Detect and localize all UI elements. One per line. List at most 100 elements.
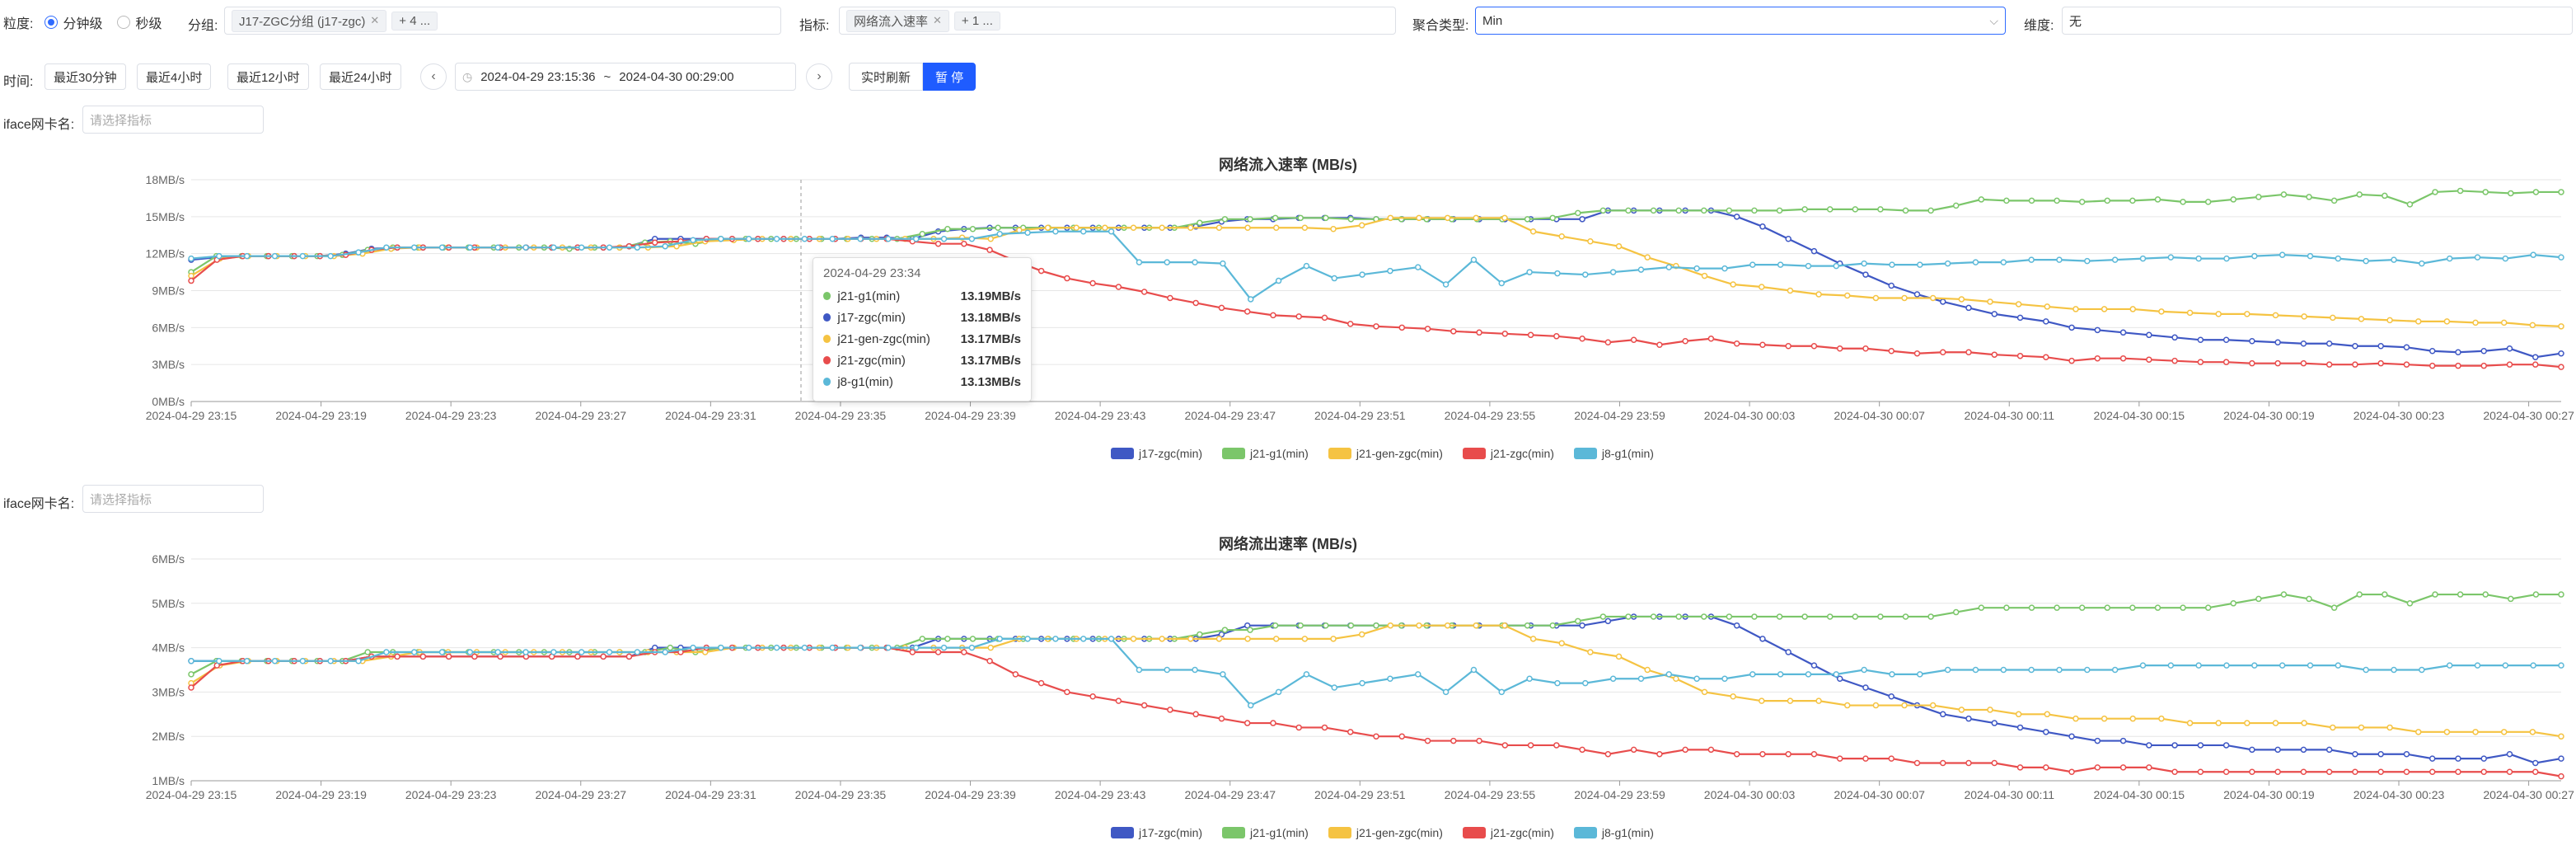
data-point[interactable] [2455, 768, 2461, 775]
data-point[interactable] [1167, 294, 1173, 302]
data-point[interactable] [2084, 666, 2091, 674]
data-point[interactable] [919, 636, 926, 642]
data-point[interactable] [1164, 666, 1170, 674]
data-point[interactable] [2016, 764, 2024, 771]
data-point[interactable] [1187, 636, 1194, 642]
data-point[interactable] [1167, 707, 1173, 713]
close-icon[interactable]: ✕ [933, 14, 942, 26]
data-point[interactable] [2307, 662, 2314, 669]
data-point[interactable] [1675, 207, 1682, 214]
data-point[interactable] [2204, 604, 2212, 611]
data-point[interactable] [1749, 261, 1756, 268]
data-point[interactable] [1444, 214, 1451, 222]
data-point[interactable] [1665, 671, 1673, 678]
data-point[interactable] [1913, 350, 1921, 357]
data-point[interactable] [327, 252, 334, 260]
data-point[interactable] [383, 244, 390, 251]
data-point[interactable] [1644, 666, 1651, 674]
data-point[interactable] [1244, 224, 1251, 232]
data-point[interactable] [1604, 750, 1612, 758]
data-point[interactable] [1861, 260, 1867, 267]
data-point[interactable] [1115, 284, 1122, 290]
data-point[interactable] [2146, 764, 2152, 771]
data-point[interactable] [355, 249, 362, 256]
data-point[interactable] [1707, 746, 1715, 754]
data-point[interactable] [1215, 636, 1223, 642]
data-point[interactable] [2222, 742, 2230, 749]
data-point[interactable] [1218, 304, 1225, 312]
data-point[interactable] [1826, 206, 1834, 213]
data-point[interactable] [940, 644, 948, 651]
legend-item[interactable]: j8-g1(min) [1573, 826, 1654, 839]
data-point[interactable] [2146, 742, 2152, 749]
data-point[interactable] [2028, 256, 2035, 263]
data-point[interactable] [2352, 343, 2358, 350]
data-point[interactable] [2330, 197, 2338, 204]
group-select[interactable]: J17-ZGC分组 (j17-zgc) ✕ + 4 ... [224, 7, 781, 35]
data-point[interactable] [1673, 675, 1679, 683]
data-point[interactable] [1579, 336, 1585, 342]
data-point[interactable] [1862, 345, 1869, 352]
data-point[interactable] [2244, 311, 2250, 317]
data-point[interactable] [1929, 702, 1937, 709]
data-point[interactable] [1529, 228, 1537, 235]
data-point[interactable] [2158, 715, 2165, 722]
data-point[interactable] [1247, 627, 1253, 633]
data-point[interactable] [1759, 697, 1765, 704]
data-point[interactable] [1424, 737, 1431, 744]
data-point[interactable] [1675, 613, 1682, 620]
data-point[interactable] [1024, 229, 1031, 237]
granularity-minute-radio[interactable]: 分钟级 [44, 12, 102, 32]
data-point[interactable] [2129, 197, 2136, 204]
data-point[interactable] [2432, 591, 2438, 598]
data-point[interactable] [1221, 216, 1229, 223]
data-point[interactable] [2330, 724, 2336, 731]
data-point[interactable] [1693, 675, 1700, 683]
data-point[interactable] [1347, 729, 1354, 735]
data-point[interactable] [1587, 649, 1594, 655]
data-point[interactable] [1888, 347, 1895, 355]
data-point[interactable] [1733, 750, 1740, 758]
data-point[interactable] [1759, 750, 1766, 758]
data-point[interactable] [2171, 334, 2178, 341]
data-point[interactable] [1187, 224, 1194, 232]
data-point[interactable] [2249, 359, 2255, 367]
data-point[interactable] [188, 657, 194, 665]
legend-item[interactable]: j21-gen-zgc(min) [1328, 447, 1443, 460]
data-point[interactable] [2101, 306, 2108, 312]
data-point[interactable] [2094, 326, 2101, 334]
data-point[interactable] [2419, 260, 2425, 267]
data-point[interactable] [1833, 262, 1840, 270]
data-point[interactable] [2558, 773, 2564, 780]
data-point[interactable] [1862, 271, 1869, 278]
data-point[interactable] [1159, 224, 1165, 232]
data-point[interactable] [383, 649, 390, 655]
data-point[interactable] [1244, 720, 1251, 726]
data-point[interactable] [1442, 281, 1450, 288]
legend-item[interactable]: j17-zgc(min) [1111, 447, 1202, 460]
data-point[interactable] [2403, 344, 2410, 350]
data-point[interactable] [578, 244, 585, 251]
data-point[interactable] [2015, 301, 2022, 308]
data-point[interactable] [2078, 199, 2086, 205]
data-point[interactable] [1416, 214, 1422, 222]
data-point[interactable] [857, 644, 864, 651]
data-point[interactable] [1297, 214, 1304, 222]
data-point[interactable] [1889, 261, 1895, 268]
data-point[interactable] [1398, 324, 1406, 331]
data-point[interactable] [2457, 187, 2464, 195]
data-point[interactable] [1759, 341, 1766, 349]
data-point[interactable] [1582, 271, 1589, 278]
data-point[interactable] [634, 649, 641, 655]
data-point[interactable] [1221, 627, 1229, 633]
data-point[interactable] [1270, 312, 1276, 319]
data-point[interactable] [1358, 631, 1365, 638]
data-point[interactable] [986, 247, 993, 253]
data-point[interactable] [2391, 256, 2397, 263]
data-point[interactable] [2446, 662, 2453, 669]
data-point[interactable] [1450, 737, 1457, 744]
data-point[interactable] [2249, 768, 2255, 775]
data-point[interactable] [2054, 197, 2060, 204]
data-point[interactable] [1630, 746, 1637, 754]
data-point[interactable] [2307, 252, 2314, 260]
